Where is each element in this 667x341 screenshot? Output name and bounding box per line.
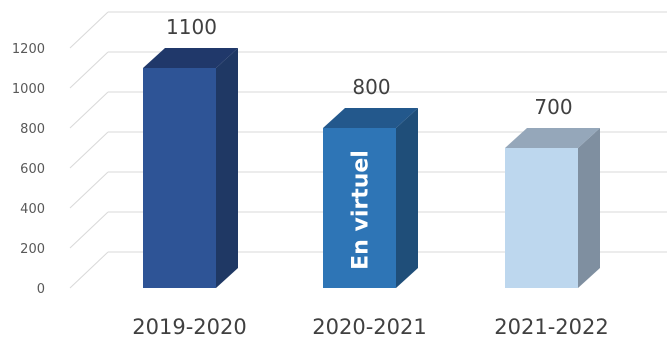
y-tick-label: 600 xyxy=(20,162,45,177)
gridline-diagonal xyxy=(69,51,109,89)
gridline-diagonal xyxy=(69,211,109,249)
bar-front xyxy=(505,148,578,288)
y-axis: 0 200 400 600 800 1000 1200 xyxy=(12,42,45,297)
bar-annotation: En virtuel xyxy=(349,150,374,270)
x-axis: 2019-2020 2020-2021 2021-2022 xyxy=(132,315,608,339)
bar-side xyxy=(396,108,418,288)
gridline-diagonal xyxy=(69,91,109,129)
gridline-diagonal xyxy=(69,131,109,169)
y-tick-label: 400 xyxy=(20,202,45,217)
y-tick-label: 0 xyxy=(37,282,45,297)
x-tick-label: 2019-2020 xyxy=(132,315,246,339)
data-label: 1100 xyxy=(166,15,217,39)
bar-top xyxy=(143,48,238,68)
gridline-diagonal xyxy=(69,251,109,289)
data-label: 800 xyxy=(352,75,390,99)
y-tick-label: 1200 xyxy=(12,42,45,57)
bar-front xyxy=(323,128,396,288)
gridline-diagonal xyxy=(69,11,109,49)
x-tick-label: 2021-2022 xyxy=(494,315,608,339)
bar-front xyxy=(143,68,216,288)
data-label: 700 xyxy=(534,95,572,119)
gridline-diagonal xyxy=(69,171,109,209)
y-tick-label: 800 xyxy=(20,122,45,137)
bar-2019-2020: 1100 xyxy=(143,15,238,288)
bar-top xyxy=(323,108,418,128)
x-tick-label: 2020-2021 xyxy=(312,315,426,339)
bar-side xyxy=(578,128,600,288)
bar-side xyxy=(216,48,238,288)
bar-2020-2021: 800 En virtuel xyxy=(323,75,418,288)
bars: 1100 800 En virtuel 700 xyxy=(143,15,600,288)
bar-top xyxy=(505,128,600,148)
y-tick-label: 200 xyxy=(20,242,45,257)
bar-2021-2022: 700 xyxy=(505,95,600,288)
y-tick-label: 1000 xyxy=(12,82,45,97)
